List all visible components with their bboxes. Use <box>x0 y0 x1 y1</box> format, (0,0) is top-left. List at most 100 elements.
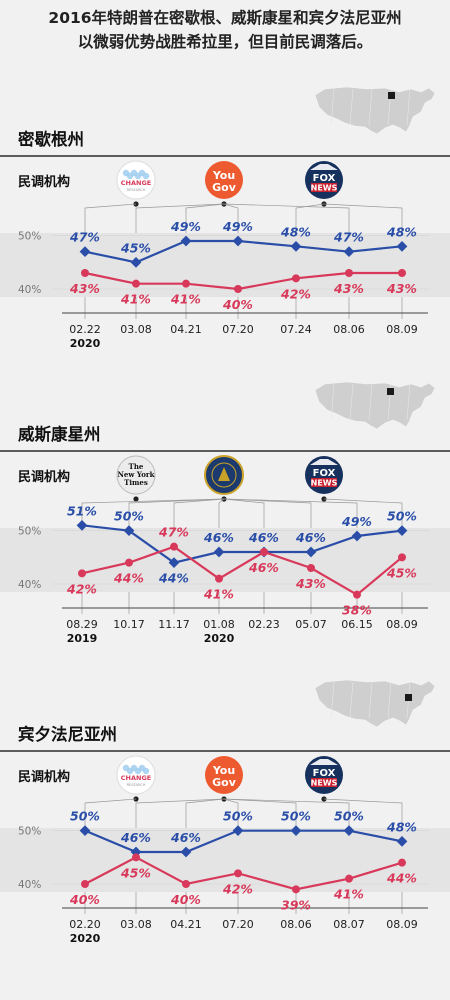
x-tick-label: 03.08 <box>120 323 152 336</box>
pollster-logo-marquette <box>204 455 244 502</box>
trump-data-point <box>170 542 178 551</box>
biden-value-label: 50% <box>387 509 417 524</box>
us-map-state-border <box>406 88 411 126</box>
trump-value-label: 42% <box>66 581 97 596</box>
trump-value-label: 44% <box>386 871 417 886</box>
biden-value-label: 45% <box>120 240 151 255</box>
biden-value-label: 46% <box>295 530 326 545</box>
biden-value-label: 48% <box>386 819 417 834</box>
x-tick-label: 07.20 <box>222 323 254 336</box>
trump-data-point <box>234 869 242 878</box>
x-year-label: 2020 <box>204 632 235 645</box>
trump-value-label: 41% <box>170 292 201 307</box>
x-tick-label: 02.23 <box>248 618 280 631</box>
agency-label: 民调机构 <box>18 469 70 485</box>
biden-value-label: 49% <box>341 514 372 529</box>
biden-data-point <box>79 246 91 258</box>
biden-value-label: 50% <box>281 809 311 824</box>
x-tick-label: 07.20 <box>222 918 254 931</box>
biden-series-line <box>81 524 403 564</box>
trump-value-label: 39% <box>281 897 311 912</box>
x-tick-label: 06.15 <box>341 618 373 631</box>
trump-data-point <box>81 269 89 277</box>
trump-value-label: 43% <box>295 576 326 591</box>
biden-data-point <box>180 846 192 858</box>
biden-value-label: 46% <box>120 830 151 845</box>
us-map-state-border <box>330 681 335 719</box>
trump-data-point <box>345 874 353 883</box>
x-tick-label: 08.07 <box>333 918 365 931</box>
trump-data-point <box>292 885 300 894</box>
trump-data-point <box>307 564 315 572</box>
us-map-state-border <box>349 681 354 719</box>
change-research-logo-dot <box>142 767 150 775</box>
x-tick-label: 04.21 <box>170 323 202 336</box>
us-map-outline <box>314 381 436 430</box>
biden-data-point <box>180 235 192 247</box>
fox-news-logo-text-2: NEWS <box>311 184 338 193</box>
fox-news-logo-spotlight <box>310 759 338 765</box>
x-tick-label: 01.08 <box>203 618 235 631</box>
trump-value-label: 41% <box>333 887 364 902</box>
chart-band <box>0 828 450 892</box>
section-title: 密歇根州 <box>18 129 84 149</box>
us-map-highlight-state <box>405 694 412 701</box>
trump-data-point <box>182 279 190 288</box>
yougov-logo-circle <box>205 161 243 199</box>
headline-line-1: 2016年特朗普在密歇根、威斯康星和宾夕法尼亚州 <box>48 9 402 27</box>
biden-value-label: 51% <box>67 503 97 518</box>
biden-value-label: 46% <box>170 830 201 845</box>
biden-value-label: 49% <box>170 219 201 234</box>
us-map-state-border <box>368 681 373 719</box>
us-map-state-border <box>406 383 411 421</box>
trump-value-label: 43% <box>333 281 364 296</box>
trump-value-label: 46% <box>248 560 279 575</box>
nyt-logo-text-2: New York <box>118 470 155 479</box>
fox-news-logo-text-1: FOX <box>313 173 336 184</box>
trump-data-point <box>398 553 406 562</box>
x-tick-label: 08.29 <box>66 618 98 631</box>
trump-data-point <box>215 574 223 583</box>
trump-value-label: 42% <box>222 881 253 896</box>
y-tick-label: 40% <box>18 879 41 891</box>
biden-value-label: 49% <box>222 219 253 234</box>
marquette-logo-ring <box>211 462 237 488</box>
us-map-highlight-state <box>387 388 394 395</box>
us-map-state-border <box>368 383 373 421</box>
biden-data-point <box>343 246 355 258</box>
trump-value-label: 38% <box>342 603 372 618</box>
x-year-label: 2020 <box>70 932 101 945</box>
trump-data-point <box>345 269 353 277</box>
pollster-logo-dot <box>133 496 139 502</box>
us-map-highlight-state <box>388 92 395 99</box>
x-tick-label: 08.06 <box>280 918 312 931</box>
yougov-logo-circle <box>205 756 243 794</box>
y-tick-label: 40% <box>18 284 41 296</box>
trump-series-line <box>81 545 403 597</box>
trump-data-point <box>234 285 242 293</box>
biden-data-point <box>290 240 302 252</box>
agency-label: 民调机构 <box>18 769 70 785</box>
biden-data-point <box>396 240 408 252</box>
headline: 2016年特朗普在密歇根、威斯康星和宾夕法尼亚州 以微弱优势战胜希拉里，但目前民… <box>0 6 450 54</box>
us-map-state-border <box>330 88 335 126</box>
x-year-label: 2020 <box>70 337 101 350</box>
biden-data-point <box>130 256 142 268</box>
trump-data-point <box>353 590 361 599</box>
us-map-state-border <box>387 681 392 719</box>
trump-value-label: 43% <box>386 281 417 296</box>
trump-value-label: 40% <box>222 297 253 312</box>
fox-news-logo-spotlight <box>310 164 338 170</box>
change-research-logo-text: CHANGE <box>121 774 151 782</box>
x-tick-label: 04.21 <box>170 918 202 931</box>
trump-value-label: 45% <box>120 865 151 880</box>
us-map-state-border <box>349 88 354 126</box>
us-map-state-border <box>349 383 354 421</box>
us-map-outline <box>314 86 436 135</box>
